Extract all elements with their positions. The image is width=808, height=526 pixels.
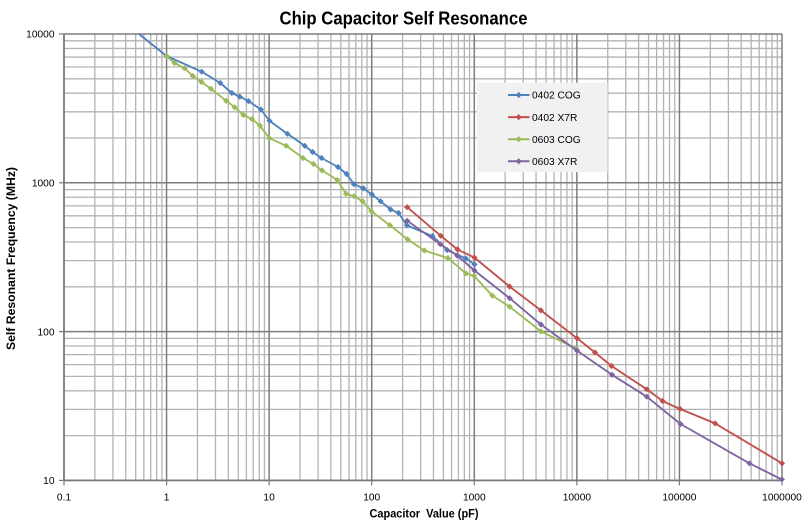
svg-text:0603 X7R: 0603 X7R [532,157,577,168]
svg-text:1000: 1000 [32,179,55,190]
svg-text:0.1: 0.1 [57,493,71,504]
svg-text:100: 100 [363,493,380,504]
svg-text:10000: 10000 [26,30,55,41]
svg-text:0402 X7R: 0402 X7R [532,113,577,124]
svg-text:10: 10 [263,493,275,504]
svg-text:1: 1 [164,493,170,504]
svg-text:0603 COG: 0603 COG [532,135,581,146]
svg-text:100000: 100000 [662,493,696,504]
svg-text:Self Resonant Frequency (MHz): Self Resonant Frequency (MHz) [4,167,18,350]
svg-text:1000: 1000 [463,493,486,504]
svg-text:1000000: 1000000 [762,493,802,504]
svg-text:100: 100 [38,327,55,338]
svg-text:Capacitor Value (pF): Capacitor Value (pF) [370,509,479,521]
svg-text:10: 10 [43,476,55,487]
svg-text:10000: 10000 [563,493,592,504]
svg-text:0402 COG: 0402 COG [532,91,581,102]
svg-text:Chip Capacitor Self Resonance: Chip Capacitor Self Resonance [280,8,528,28]
